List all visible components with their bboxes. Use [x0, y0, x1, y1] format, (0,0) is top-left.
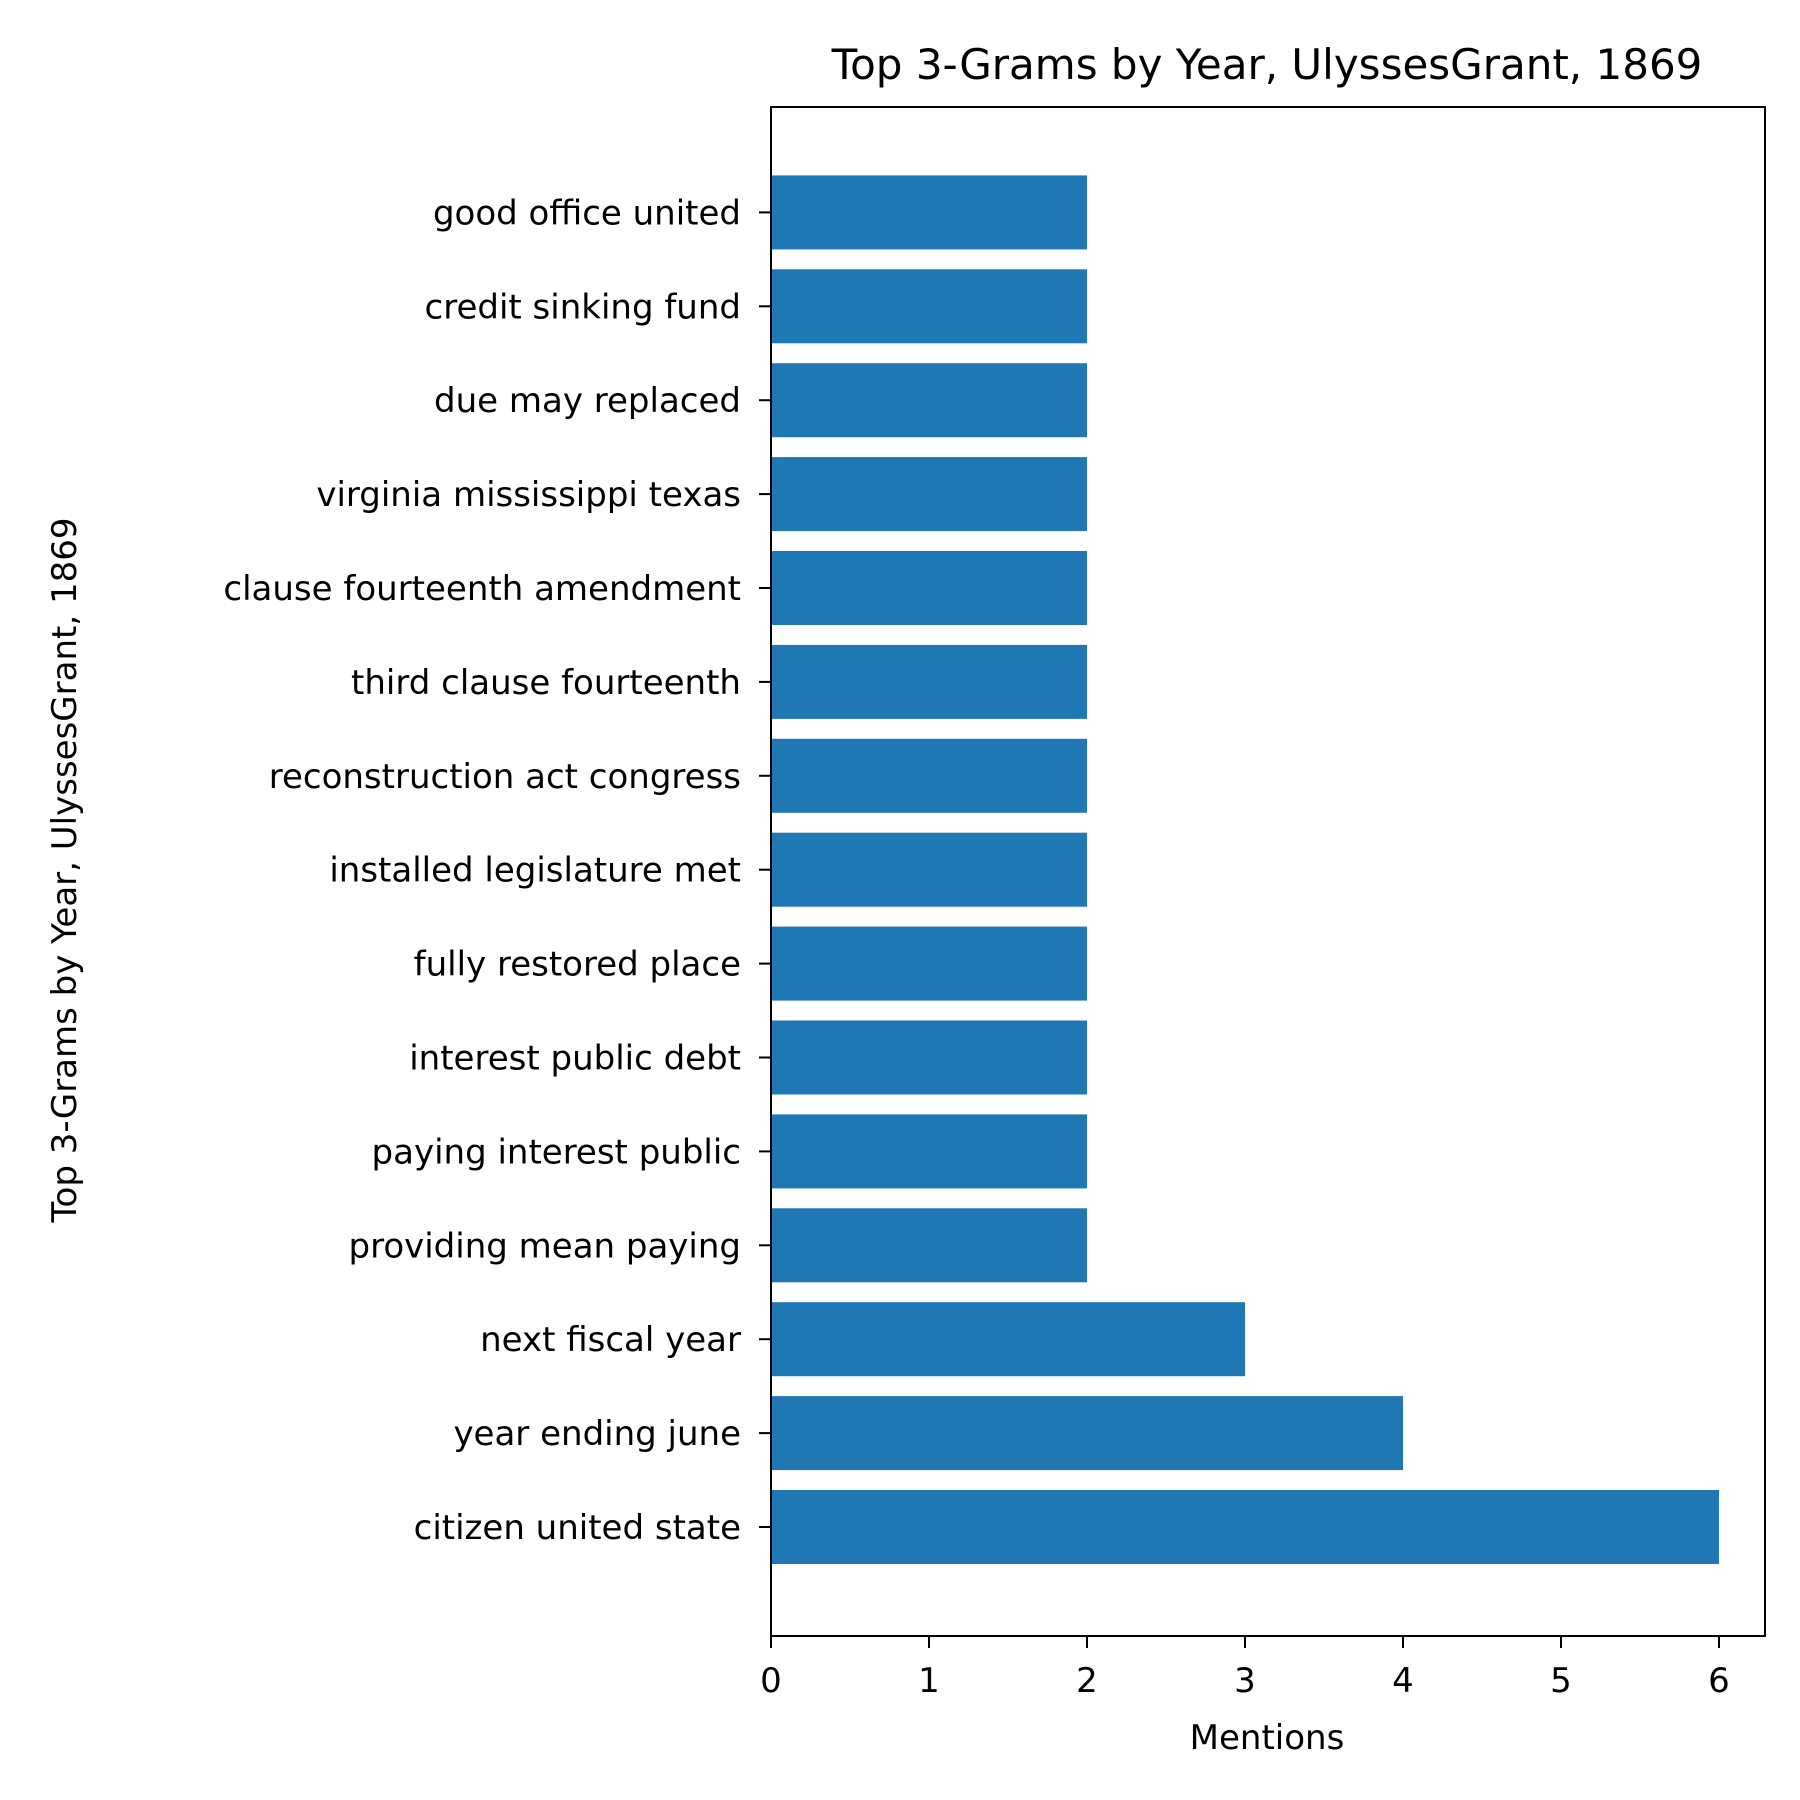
x-tick-label: 3 [1234, 1661, 1256, 1701]
bar [771, 551, 1087, 625]
bar [771, 457, 1087, 532]
y-tick-label: paying interest public [372, 1132, 741, 1172]
bar [771, 1490, 1719, 1564]
bar [771, 269, 1087, 344]
y-tick-label: installed legislature met [329, 851, 741, 891]
y-tick-label: due may replaced [434, 381, 741, 421]
y-tick-label: fully restored place [414, 945, 741, 985]
y-tick-label: interest public debt [409, 1039, 741, 1079]
chart-title: Top 3-Grams by Year, UlyssesGrant, 1869 [831, 40, 1703, 89]
x-tick-label: 5 [1550, 1661, 1572, 1701]
y-tick-label: next fiscal year [480, 1320, 741, 1360]
bar [771, 363, 1087, 438]
x-tick-label: 1 [918, 1661, 940, 1701]
x-tick-label: 4 [1392, 1661, 1414, 1701]
x-tick-label: 6 [1708, 1661, 1730, 1701]
x-tick-label: 0 [760, 1661, 782, 1701]
y-tick-label: citizen united state [414, 1508, 741, 1548]
bar [771, 1396, 1403, 1471]
plot-frame [770, 106, 1766, 1637]
y-tick-label: providing mean paying [349, 1226, 742, 1266]
bar [771, 1302, 1245, 1377]
y-tick-label: year ending june [453, 1414, 741, 1454]
x-ticks: 0 1 2 3 4 5 6 [760, 1636, 1730, 1701]
y-tick-label: virginia mississippi texas [316, 475, 741, 515]
y-tick-label: good office united [433, 193, 741, 233]
y-tick-label: reconstruction act congress [269, 757, 741, 797]
x-axis-label: Mentions [1190, 1718, 1345, 1758]
bar [771, 644, 1087, 719]
y-ticks: citizen united state year ending june next… [223, 193, 771, 1548]
y-axis-label: Top 3-Grams by Year, UlyssesGrant, 1869 [45, 518, 85, 1224]
y-tick-label: third clause fourteenth [351, 663, 741, 703]
bar [771, 832, 1087, 907]
y-tick-label: credit sinking fund [425, 287, 741, 327]
x-tick-label: 2 [1076, 1661, 1098, 1701]
bar [771, 738, 1087, 813]
y-tick-label: clause fourteenth amendment [223, 569, 741, 609]
bar [771, 1208, 1087, 1283]
bar [771, 175, 1087, 250]
bar [771, 1114, 1087, 1189]
bar [771, 1020, 1087, 1095]
bar [771, 926, 1087, 1001]
bars-layer [771, 175, 1719, 1564]
